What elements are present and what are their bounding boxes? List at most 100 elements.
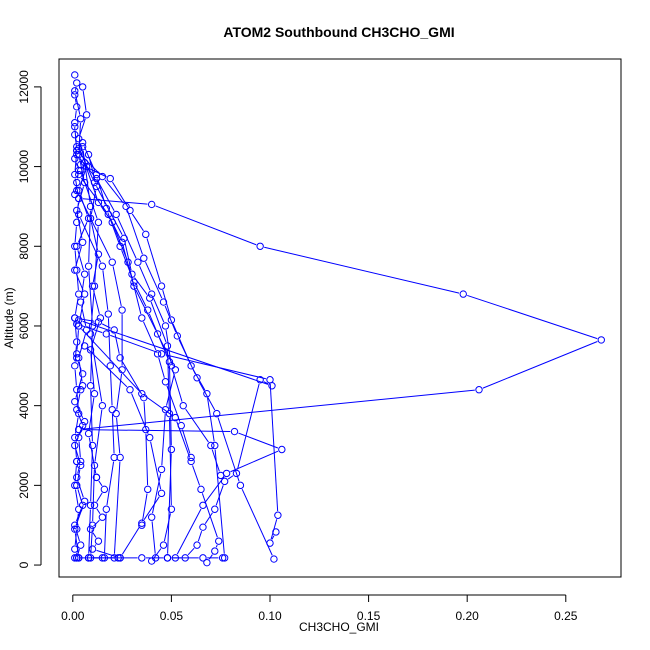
x-tick-label: 0.20 <box>456 609 480 623</box>
data-point <box>75 433 83 442</box>
series-segment <box>178 339 196 375</box>
series-segment <box>143 321 157 351</box>
series-24 <box>84 150 105 482</box>
series-segment <box>79 333 86 354</box>
series-segment <box>77 361 82 371</box>
series-segment <box>167 453 172 554</box>
series-segment <box>182 429 191 454</box>
y-axis-label: Altitude (m) <box>2 287 16 348</box>
series-segment <box>109 369 113 406</box>
series-segment <box>76 274 79 290</box>
series-segment <box>97 178 106 205</box>
series-segment <box>74 489 79 506</box>
data-point <box>161 322 170 330</box>
series-segment <box>79 118 86 135</box>
series-segment <box>204 512 213 524</box>
series-segment <box>92 469 95 522</box>
data-point <box>88 282 97 290</box>
series-segment <box>482 341 598 389</box>
data-point <box>130 282 138 290</box>
data-point <box>134 258 142 266</box>
series-segment <box>198 381 216 411</box>
data-point <box>71 242 79 250</box>
series-segment <box>77 489 82 502</box>
data-point <box>256 376 264 384</box>
series-segment <box>467 294 598 340</box>
series-segment <box>116 417 121 454</box>
data-point <box>86 330 95 338</box>
series-segment <box>107 212 120 243</box>
data-point <box>75 409 83 418</box>
series-segment <box>230 450 279 473</box>
data-point <box>138 390 146 398</box>
data-point <box>142 230 150 239</box>
data-point <box>266 376 274 384</box>
y-tick-label: 8000 <box>17 233 31 260</box>
series-segment <box>152 473 162 514</box>
data-point <box>90 390 99 398</box>
data-point <box>73 473 81 482</box>
series-segment <box>74 417 79 434</box>
series-segment <box>128 266 142 315</box>
series-segment <box>98 480 103 487</box>
data-point <box>157 282 166 290</box>
series-segment <box>121 526 141 555</box>
data-point <box>94 218 103 227</box>
data-point <box>138 519 146 527</box>
y-tick-label: 6000 <box>17 312 31 339</box>
data-point <box>165 358 174 366</box>
series-segment <box>215 544 218 548</box>
data-point <box>167 316 176 324</box>
data-point <box>90 282 99 290</box>
series-segment <box>82 320 269 385</box>
data-point <box>173 332 182 340</box>
y-axis: 0 2000 4000 6000 8000 10000 12000 <box>17 70 42 568</box>
series-segment <box>79 170 86 187</box>
series-segment <box>169 366 172 446</box>
data-point <box>84 429 93 438</box>
series-segment <box>215 485 224 506</box>
data-point <box>144 485 152 494</box>
data-point <box>73 481 81 490</box>
data-point <box>171 366 180 374</box>
data-point <box>75 150 83 159</box>
data-point <box>138 314 146 322</box>
series-segment <box>143 401 147 426</box>
series-segment <box>227 475 234 480</box>
data-point <box>211 505 219 513</box>
series-14 <box>75 210 118 562</box>
series-segment <box>77 481 84 498</box>
data-point <box>211 441 219 450</box>
data-point <box>76 115 85 123</box>
data-point <box>475 386 483 394</box>
data-point <box>73 242 81 250</box>
data-point <box>187 362 195 370</box>
data-point <box>73 525 81 533</box>
x-axis-label: CH3CHO_GMI <box>299 620 379 634</box>
series-segment <box>112 266 122 307</box>
data-point <box>153 350 162 358</box>
series-segment <box>74 250 77 267</box>
data-point <box>138 521 146 529</box>
data-point <box>71 71 79 79</box>
data-point <box>256 242 264 250</box>
series-segment <box>90 222 99 251</box>
data-point <box>98 513 107 521</box>
data-point <box>112 409 120 418</box>
series-segment <box>74 130 77 147</box>
series-segment <box>92 532 97 538</box>
series-segment <box>155 205 257 246</box>
series-segment <box>78 122 81 151</box>
data-point <box>193 541 201 549</box>
series-segment <box>111 413 115 454</box>
data-point <box>90 501 99 509</box>
data-point <box>140 254 148 262</box>
data-point <box>73 338 81 346</box>
data-point <box>73 103 81 111</box>
data-point <box>215 537 223 545</box>
data-point <box>98 554 107 562</box>
series-segment <box>90 338 103 402</box>
data-point <box>220 477 229 486</box>
data-point <box>71 87 79 95</box>
data-point <box>138 554 146 562</box>
